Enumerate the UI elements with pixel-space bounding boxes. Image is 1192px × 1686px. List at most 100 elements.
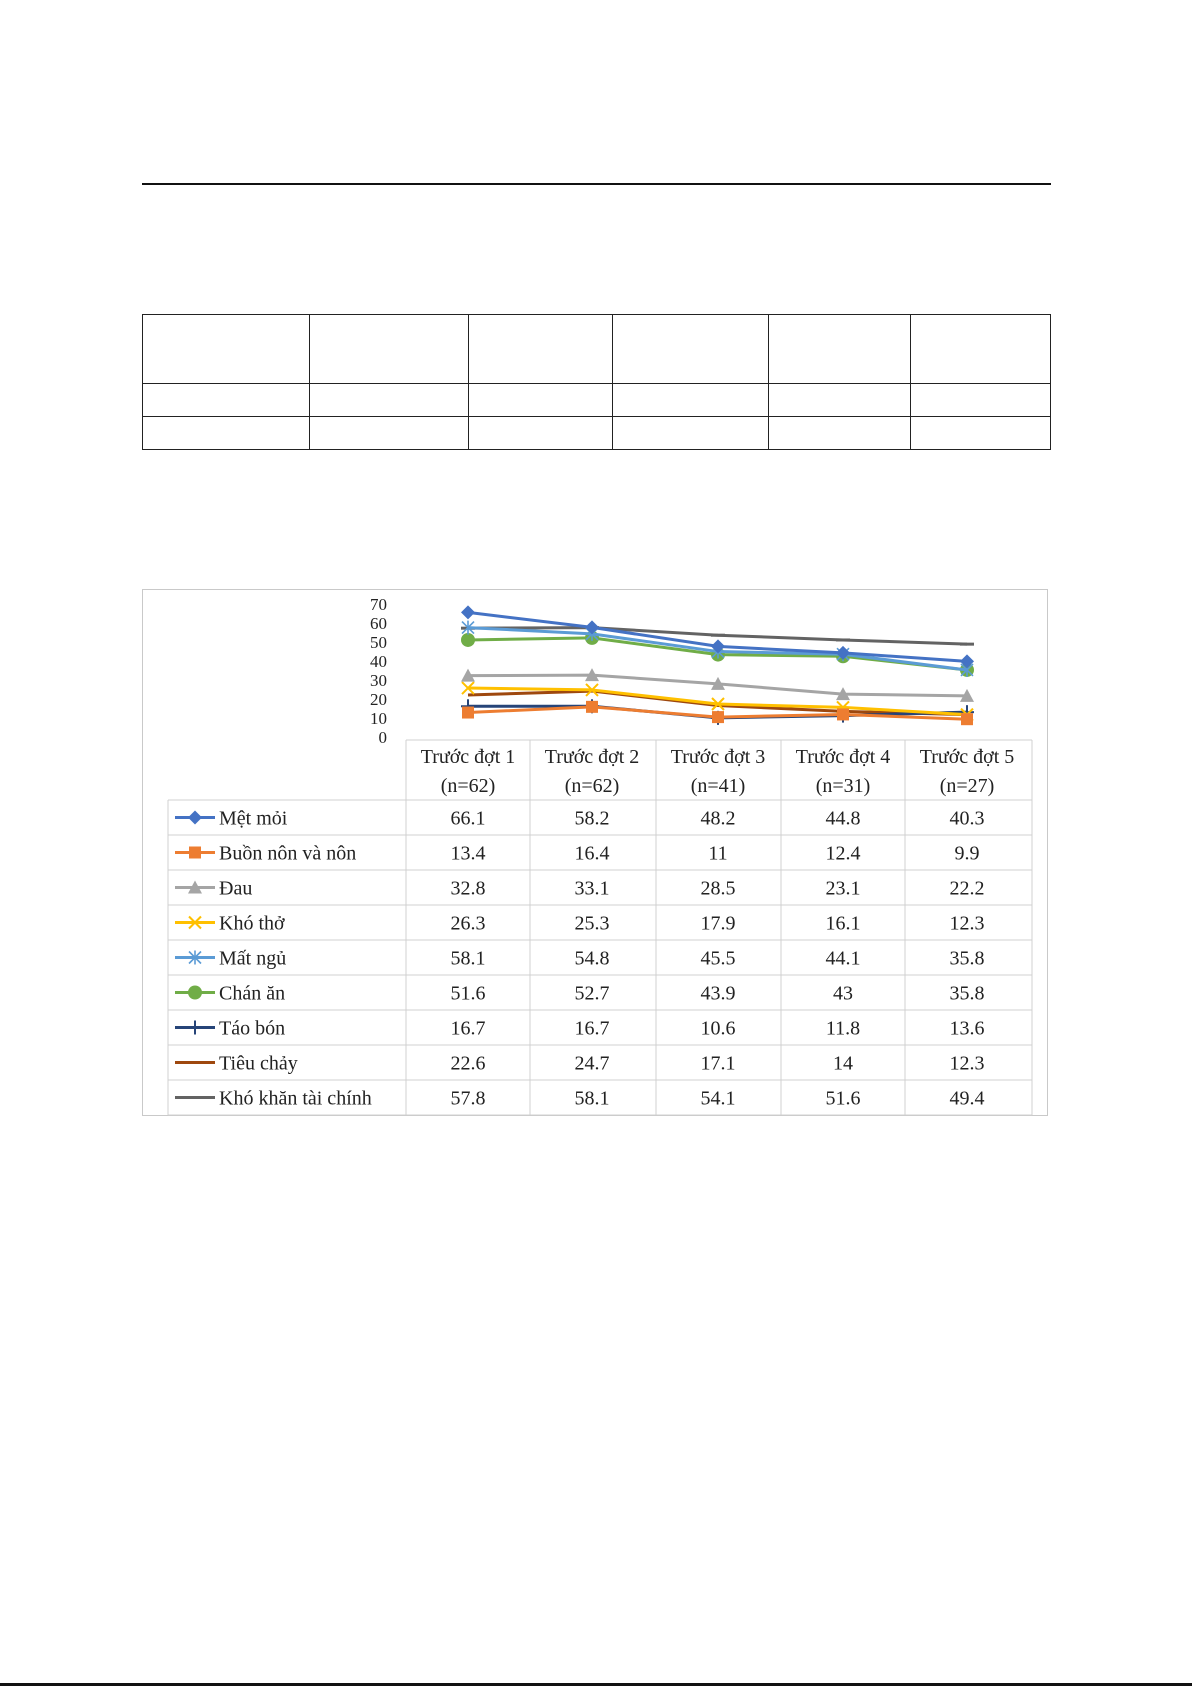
data-table-value: 45.5 — [701, 948, 736, 970]
data-table-value: 24.7 — [575, 1053, 610, 1075]
data-table-value: 14 — [833, 1053, 853, 1075]
data-table-value: 22.2 — [950, 878, 985, 900]
data-table-value: 35.8 — [950, 983, 985, 1005]
series-marker — [961, 713, 973, 726]
data-table-value: 28.5 — [701, 878, 736, 900]
table-cell — [468, 314, 613, 384]
table-row — [142, 416, 1051, 450]
y-tick-label: 0 — [379, 728, 388, 747]
y-tick-label: 60 — [370, 614, 387, 633]
y-tick-label: 30 — [370, 671, 387, 690]
data-table-value: 16.4 — [575, 843, 610, 865]
series-marker — [585, 620, 599, 635]
table-cell — [910, 314, 1051, 384]
data-table-value: 58.1 — [451, 948, 486, 970]
table-cell — [142, 314, 310, 384]
series-marker — [960, 654, 974, 669]
data-table-value: 16.7 — [575, 1018, 610, 1040]
table-cell — [612, 416, 769, 450]
series-marker — [711, 697, 725, 711]
chart-figure: 70 60 50 40 30 20 10 0 Trước đợt 1 (n=62) Trước đợ… — [142, 589, 1048, 1116]
header-rule — [142, 183, 1051, 185]
y-tick-label: 50 — [370, 633, 387, 652]
series-marker — [960, 688, 974, 702]
legend-series-name: Khó thở — [219, 913, 285, 935]
data-table-value: 16.1 — [826, 913, 861, 935]
table-cell — [612, 383, 769, 417]
legend-series-name: Mất ngủ — [219, 948, 286, 970]
data-table-value: 58.2 — [575, 808, 610, 830]
footer-rule — [0, 1683, 1192, 1686]
table-cell — [468, 416, 613, 450]
table-cell — [309, 416, 469, 450]
series-marker — [189, 846, 201, 859]
data-table-value: 17.9 — [701, 913, 736, 935]
data-table-value: 43.9 — [701, 983, 736, 1005]
series-marker — [188, 880, 202, 894]
x-category-label: Trước đợt 1 — [421, 746, 516, 768]
legend-series-name: Mệt mỏi — [219, 808, 288, 830]
data-table-value: 12.3 — [950, 913, 985, 935]
series-marker — [461, 605, 475, 620]
data-table-value: 13.6 — [950, 1018, 985, 1040]
series-marker — [585, 668, 599, 682]
series-marker — [711, 676, 725, 690]
data-table-value: 43 — [833, 983, 853, 1005]
table-cell — [309, 383, 469, 417]
legend-series-name: Táo bón — [219, 1018, 285, 1040]
table-cell — [910, 416, 1051, 450]
legend-series-name: Tiêu chảy — [219, 1053, 298, 1075]
data-table-value: 57.8 — [451, 1088, 486, 1110]
data-table-value: 11.8 — [826, 1018, 860, 1040]
x-category-label: (n=41) — [691, 775, 746, 797]
x-category-label: (n=62) — [441, 775, 496, 797]
y-tick-label: 10 — [370, 709, 387, 728]
data-table-value: 11 — [708, 843, 727, 865]
x-category-label: (n=27) — [940, 775, 995, 797]
table-cell — [142, 383, 310, 417]
data-table-value: 23.1 — [826, 878, 861, 900]
legend-series-name: Buồn nôn và nôn — [219, 843, 356, 865]
data-table-value: 32.8 — [451, 878, 486, 900]
series-marker — [586, 700, 598, 713]
data-table-value: 44.8 — [826, 808, 861, 830]
table-cell — [612, 314, 769, 384]
table-cell — [768, 416, 911, 450]
data-table-value: 13.4 — [451, 843, 486, 865]
series-marker — [188, 985, 202, 1000]
data-table-value: 33.1 — [575, 878, 610, 900]
data-table-value: 54.1 — [701, 1088, 736, 1110]
series-marker — [836, 687, 850, 701]
series-marker — [712, 711, 724, 724]
data-table-value: 48.2 — [701, 808, 736, 830]
series-marker — [461, 681, 475, 695]
y-tick-label: 40 — [370, 652, 387, 671]
series-marker — [837, 708, 849, 721]
blank-table — [142, 314, 1051, 450]
data-table-value: 54.8 — [575, 948, 610, 970]
data-table-value: 12.3 — [950, 1053, 985, 1075]
y-tick-label: 70 — [370, 595, 387, 614]
table-row — [142, 383, 1051, 417]
data-table-value: 22.6 — [451, 1053, 486, 1075]
legend-series-name: Chán ăn — [219, 983, 285, 1005]
data-table-value: 12.4 — [826, 843, 861, 865]
table-cell — [768, 383, 911, 417]
table-cell — [468, 383, 613, 417]
data-table-value: 52.7 — [575, 983, 610, 1005]
series-marker — [836, 645, 850, 660]
data-table-value: 9.9 — [955, 843, 980, 865]
table-cell — [309, 314, 469, 384]
y-tick-label: 20 — [370, 690, 387, 709]
x-category-label: (n=31) — [816, 775, 871, 797]
table-cell — [768, 314, 911, 384]
data-table-value: 66.1 — [451, 808, 486, 830]
data-table-value: 51.6 — [826, 1088, 861, 1110]
table-cell — [910, 383, 1051, 417]
x-category-label: (n=62) — [565, 775, 620, 797]
table-cell — [142, 416, 310, 450]
data-table-value: 17.1 — [701, 1053, 736, 1075]
table-row — [142, 314, 1051, 384]
x-category-label: Trước đợt 3 — [671, 746, 766, 768]
